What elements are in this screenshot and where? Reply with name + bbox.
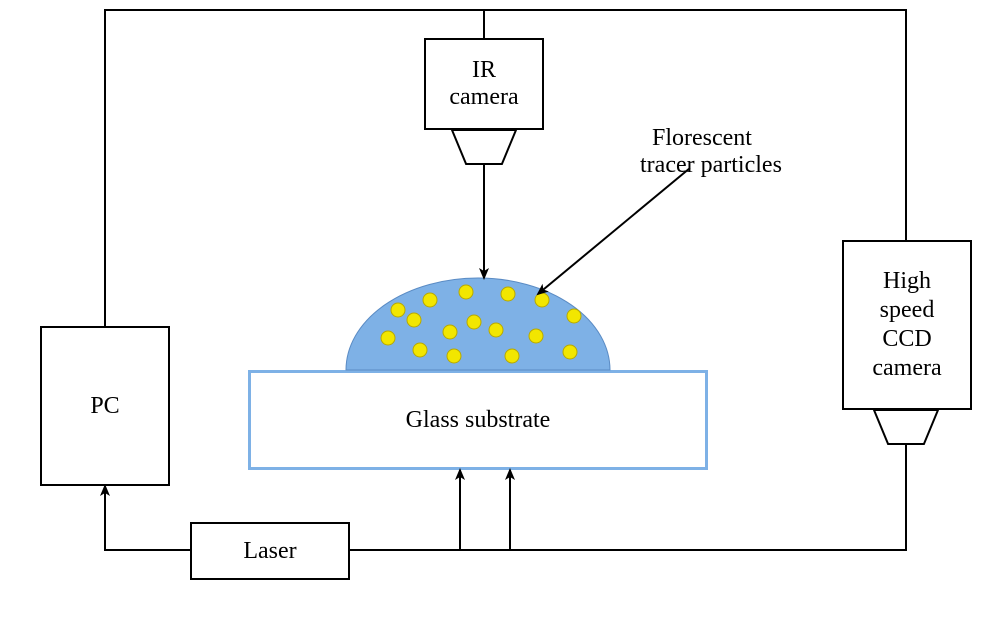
ir-camera-label: IRcamera — [449, 57, 518, 111]
drop-label: Drop — [452, 316, 513, 370]
glass-substrate-box: Glass substrate — [248, 370, 708, 470]
tracer-particles-label: Florescenttracer particles — [640, 98, 782, 179]
tracer-arrow — [538, 168, 690, 294]
ccd-camera-label: HighspeedCCDcamera — [872, 267, 941, 382]
laser-box: Laser — [190, 522, 350, 580]
pc-box: PC — [40, 326, 170, 486]
glass-substrate-label: Glass substrate — [406, 407, 551, 434]
ccd-camera-box: HighspeedCCDcamera — [842, 240, 972, 410]
ir-camera-box: IRcamera — [424, 38, 544, 130]
laser-label: Laser — [243, 538, 296, 565]
pc-label: PC — [90, 393, 119, 420]
